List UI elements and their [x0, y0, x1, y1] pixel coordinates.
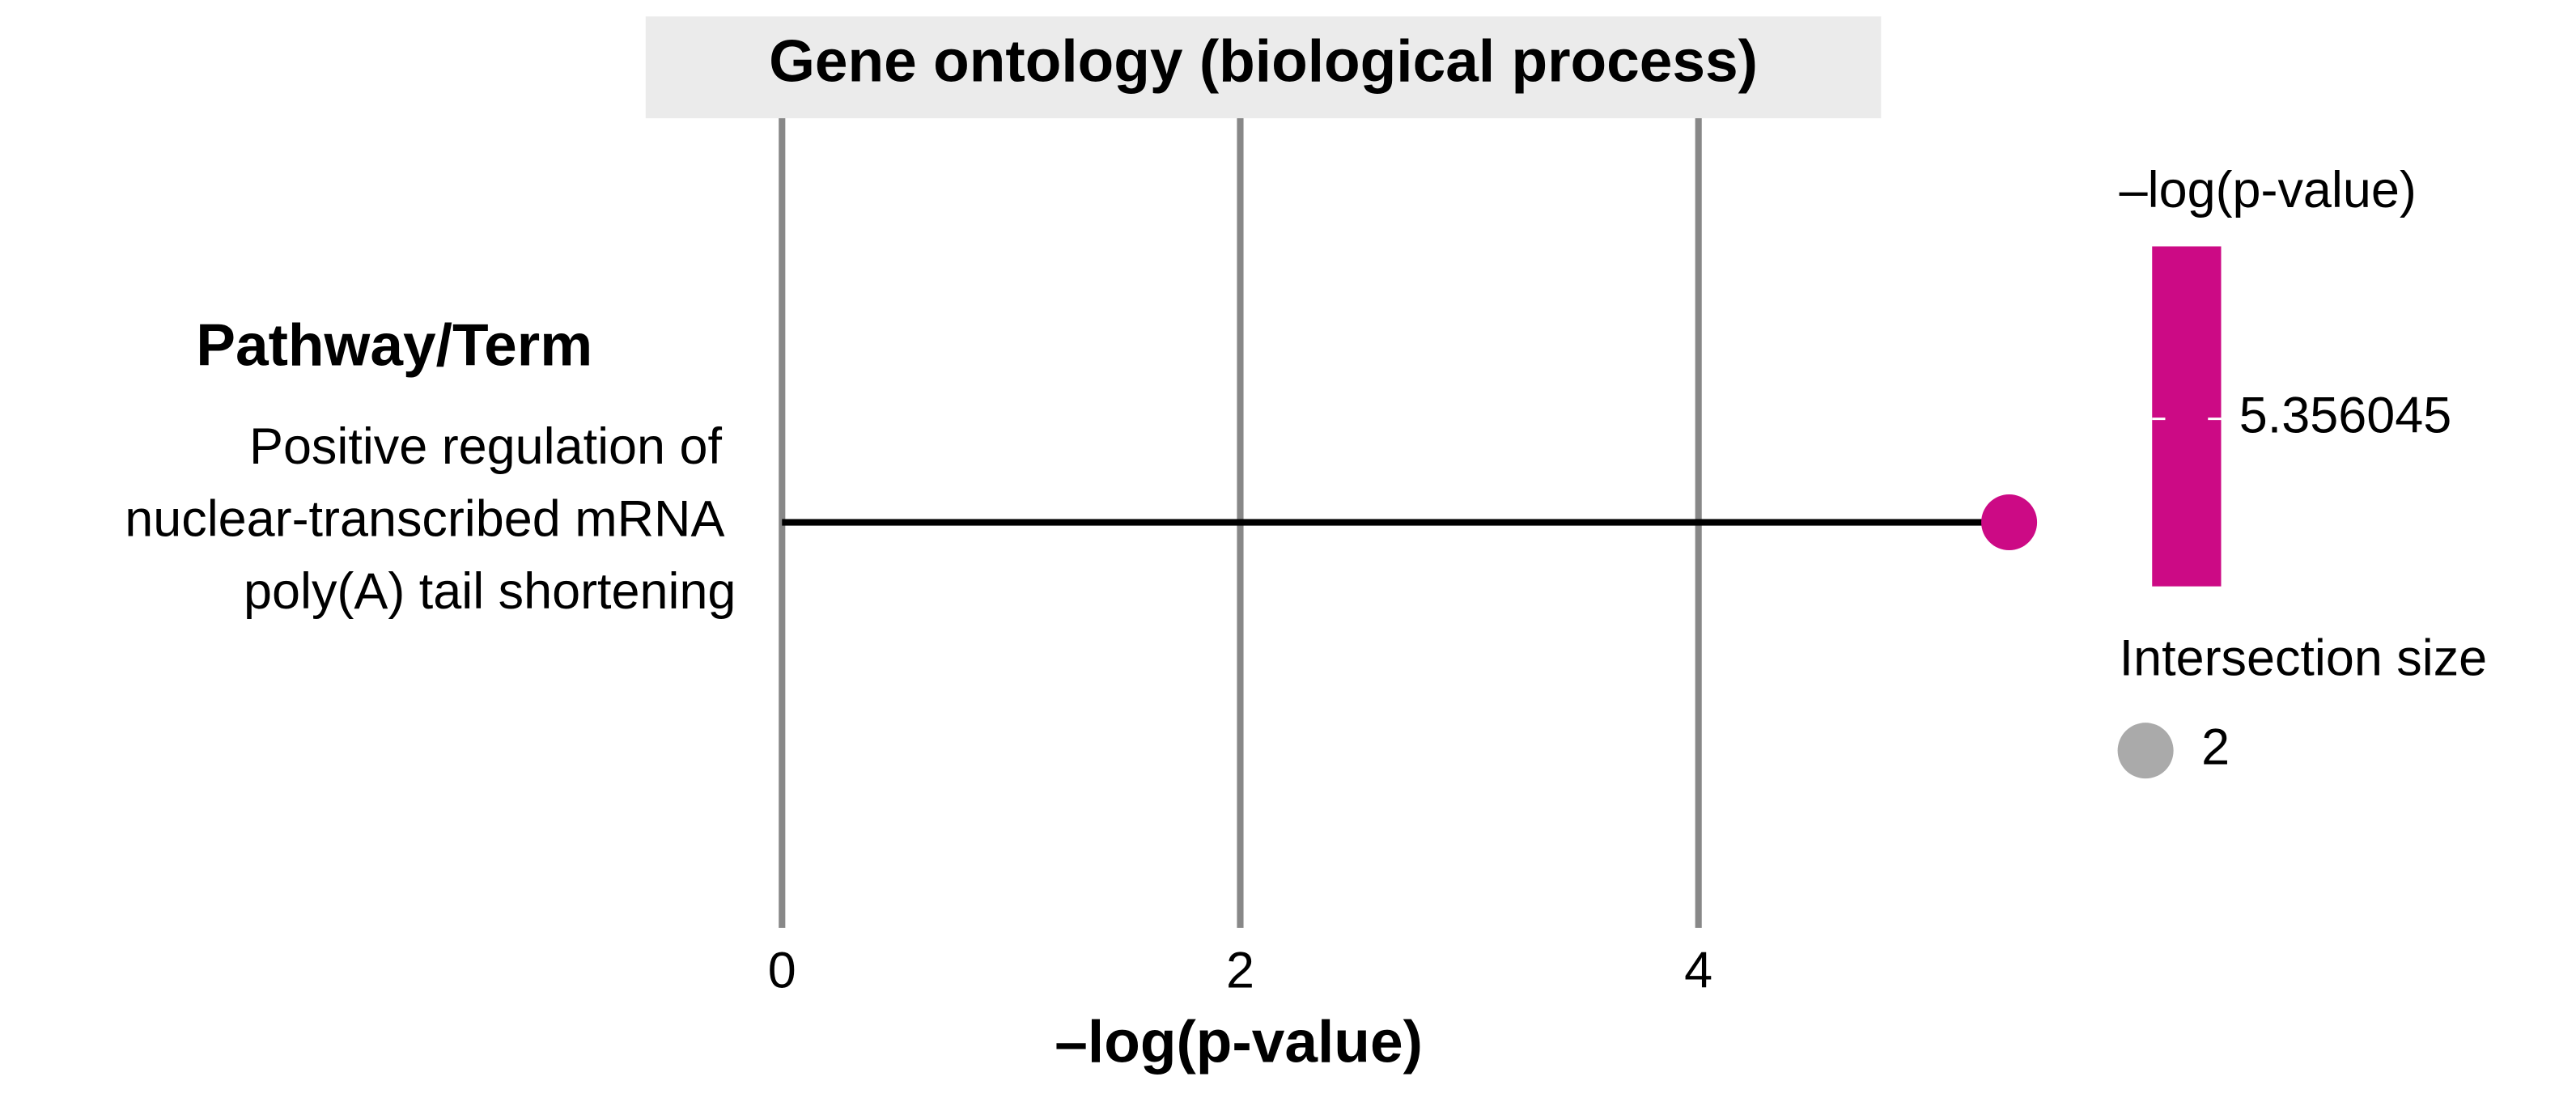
x-tick-label: 4 [1684, 942, 1712, 998]
size-legend-dot [2117, 723, 2174, 779]
x-axis-title: –log(p-value) [1055, 1009, 1423, 1075]
x-tick-label: 0 [768, 942, 796, 998]
color-legend-label: 5.356045 [2239, 387, 2451, 443]
size-legend-label: 2 [2201, 719, 2230, 775]
color-legend-title: –log(p-value) [2120, 162, 2417, 218]
chart-title: Gene ontology (biological process) [769, 28, 1758, 94]
color-bar [2152, 246, 2222, 587]
x-tick-label: 2 [1226, 942, 1254, 998]
dot [1981, 494, 2038, 551]
y-axis-title: Pathway/Term [196, 313, 592, 379]
size-legend-title: Intersection size [2120, 630, 2488, 687]
y-tick-label: Positive regulation of nuclear-transcrib… [125, 418, 736, 620]
title-box [645, 16, 1882, 119]
